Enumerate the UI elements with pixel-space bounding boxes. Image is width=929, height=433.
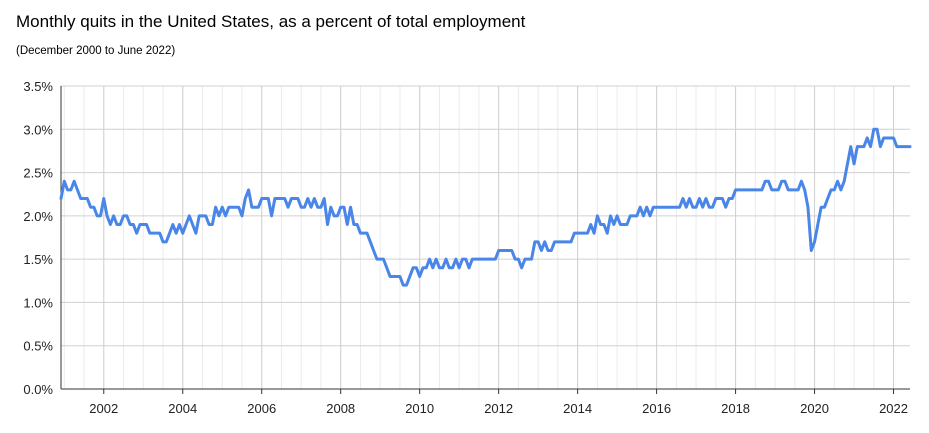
series-line (59, 127, 912, 287)
y-tick-label: 1.0% (23, 295, 53, 310)
minor-gridlines (63, 86, 895, 389)
x-tick-label: 2020 (800, 401, 829, 416)
x-tick-label: 2010 (405, 401, 434, 416)
x-tick-label: 2008 (326, 401, 355, 416)
x-axis-tick-labels: 2002 2004 2006 2008 2010 2012 2014 2016 2018 2020… (89, 401, 908, 416)
y-tick-label: 2.0% (23, 209, 53, 224)
y-tick-label: 1.5% (23, 252, 53, 267)
series-layer (59, 127, 912, 287)
y-tick-label: 3.5% (23, 79, 53, 94)
x-tick-label: 2014 (563, 401, 592, 416)
x-tick-label: 2012 (484, 401, 513, 416)
y-tick-label: 0.0% (23, 382, 53, 397)
x-tick-label: 2018 (721, 401, 750, 416)
y-tick-label: 3.0% (23, 122, 53, 137)
y-tick-label: 2.5% (23, 166, 53, 181)
y-axis-tick-labels: 0.0% 0.5% 1.0% 1.5% 2.0% 2.5% 3.0% 3.5% (23, 79, 53, 397)
y-tick-label: 0.5% (23, 339, 53, 354)
x-tick-label: 2022 (879, 401, 908, 416)
x-tick-label: 2016 (642, 401, 671, 416)
x-tick-label: 2004 (168, 401, 197, 416)
major-gridlines (61, 85, 910, 389)
chart-subtitle: (December 2000 to June 2022) (16, 45, 176, 57)
x-tick-label: 2002 (89, 401, 118, 416)
x-tick-label: 2006 (247, 401, 276, 416)
chart-title: Monthly quits in the United States, as a… (16, 12, 526, 31)
axes (60, 86, 910, 394)
